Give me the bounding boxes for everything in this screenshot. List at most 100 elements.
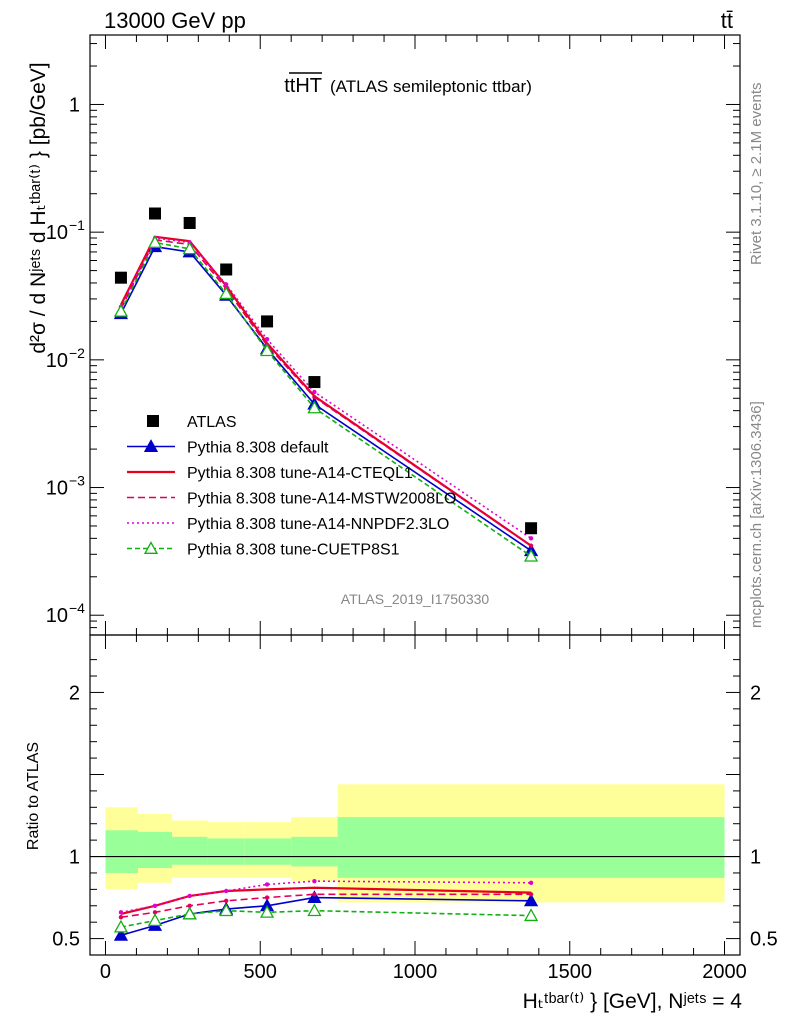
ratio-y-tick-label-0: 0.5 [52, 929, 80, 951]
band-inner-0 [105, 830, 138, 873]
legend-item-a14cteq: Pythia 8.308 tune-A14-CTEQL1 [127, 465, 413, 482]
ratio-point-default-0 [113, 927, 129, 941]
band-inner-4 [244, 838, 292, 865]
main-point-a14mstw-5 [312, 394, 317, 400]
ratio-line-cuetp8s1 [120, 909, 532, 928]
side-label-top: Rivet 3.1.10, ≥ 2.1M events [748, 83, 765, 266]
ratio-point-cuetp8s1-5 [307, 903, 322, 917]
y-tick-label-3: 10 [46, 478, 68, 500]
band-inner-6 [337, 817, 725, 878]
ratio-point-a14nnpdf-0 [118, 910, 124, 915]
ratio-point-a14nnpdf-5 [312, 878, 317, 884]
legend-marker-default [143, 439, 159, 452]
legend-item-a14nnpdf: Pythia 8.308 tune-A14-NNPDF2.3LO [127, 516, 449, 533]
y-tick-exp-2: −2 [69, 345, 85, 361]
legend-item-a14mstw: Pythia 8.308 tune-A14-MSTW2008LO [127, 491, 456, 508]
x-axis-label: Hₜᵗᵇᵃʳ⁽ᵗ⁾ } [GeV], Nʲᵉᵗˢ = 4 [523, 990, 743, 1013]
plot-title-sub: (ATLAS semileptonic ttbar) [330, 77, 532, 96]
ratio-y-tick-label-right-1: 1 [750, 847, 761, 869]
y-axis-label-ratio: Ratio to ATLAS [25, 742, 42, 850]
legend-label-cuetp8s1: Pythia 8.308 tune-CUETP8S1 [187, 542, 400, 559]
legend: ATLAS Pythia 8.308 default Pythia 8.308 tu… [127, 414, 456, 559]
main-point-cuetp8s1-3 [219, 286, 234, 300]
ratio-point-a14mstw-2 [187, 903, 192, 908]
main-point-cuetp8s1-2 [182, 241, 197, 255]
data-point-2 [183, 216, 196, 229]
legend-marker-data [147, 415, 159, 427]
main-point-a14mstw-6 [528, 543, 534, 548]
ratio-y-tick-label-2: 2 [69, 682, 80, 704]
ratio-point-cuetp8s1-2 [182, 906, 197, 920]
legend-label-default: Pythia 8.308 default [187, 440, 329, 457]
main-point-a14nnpdf-6 [528, 536, 534, 541]
main-point-a14nnpdf-3 [223, 282, 229, 287]
legend-label-a14cteq: Pythia 8.308 tune-A14-CTEQL1 [187, 465, 413, 482]
data-point-5 [308, 376, 321, 389]
watermark: ATLAS_2019_I1750330 [341, 591, 490, 607]
x-tick-label-3: 1500 [548, 961, 593, 983]
band-inner-3 [207, 838, 245, 865]
data-point-1 [149, 207, 161, 220]
ratio-point-default-5 [307, 890, 322, 904]
y-axis-label-main: d²σ / d Nʲᵉᵗˢ d Hₜᵗᵇᵃʳ⁽ᵗ⁾ } [pb/GeV] [27, 62, 50, 353]
main-point-cuetp8s1-0 [113, 303, 129, 317]
ratio-point-a14mstw-5 [312, 892, 317, 897]
ratio-line-default [120, 896, 532, 937]
main-point-cuetp8s1-5 [307, 400, 322, 414]
plot-title-main: ttHT [284, 75, 322, 97]
ratio-point-default-6 [523, 893, 539, 907]
ratio-point-cuetp8s1-1 [147, 913, 163, 926]
legend-label-a14mstw: Pythia 8.308 tune-A14-MSTW2008LO [187, 491, 456, 508]
ratio-point-a14nnpdf-4 [264, 882, 270, 887]
legend-item-data: ATLAS [147, 414, 237, 431]
data-point-0 [114, 271, 127, 284]
main-point-a14nnpdf-4 [264, 337, 270, 342]
ratio-point-a14mstw-3 [223, 898, 229, 904]
ratio-series-group [113, 878, 539, 941]
data-point-3 [220, 263, 233, 276]
header-right: tt̄ [721, 8, 733, 33]
main-point-a14nnpdf-5 [312, 389, 317, 395]
main-series-group [113, 207, 539, 562]
y-tick-label-2: 10 [46, 350, 68, 372]
ratio-point-a14nnpdf-6 [528, 880, 534, 885]
ratio-point-a14mstw-1 [152, 910, 158, 915]
main-point-cuetp8s1-4 [259, 343, 275, 357]
ratio-point-a14mstw-4 [264, 895, 270, 900]
legend-label-data: ATLAS [187, 414, 237, 431]
x-tick-label-0: 0 [100, 961, 111, 983]
y-tick-exp-3: −3 [69, 473, 85, 489]
x-tick-label-2: 1000 [393, 961, 438, 983]
legend-item-default: Pythia 8.308 default [127, 439, 329, 457]
ratio-point-a14nnpdf-2 [187, 893, 192, 899]
ratio-y-tick-label-right-2: 2 [750, 682, 761, 704]
main-point-cuetp8s1-1 [147, 235, 163, 248]
band-inner-5 [291, 836, 338, 867]
ratio-y-tick-label-1: 1 [69, 847, 80, 869]
band-inner-2 [172, 836, 208, 865]
data-point-6 [525, 522, 538, 535]
ratio-point-a14nnpdf-3 [223, 888, 229, 894]
data-point-4 [261, 315, 274, 328]
header-left: 13000 GeV pp [104, 8, 246, 33]
y-tick-label-4: 10 [46, 605, 68, 627]
main-point-cuetp8s1-6 [523, 548, 539, 562]
ratio-point-cuetp8s1-3 [219, 903, 234, 917]
y-tick-exp-4: −4 [69, 600, 85, 616]
side-label-bottom: mcplots.cern.ch [arXiv:1306.3436] [748, 401, 765, 628]
ratio-point-a14nnpdf-1 [152, 903, 158, 908]
ratio-point-cuetp8s1-6 [523, 908, 539, 922]
x-tick-label-4: 2000 [702, 961, 747, 983]
ratio-y-tick-label-right-0: 0.5 [750, 929, 778, 951]
legend-marker-cuetp8s1 [143, 541, 159, 554]
ratio-point-cuetp8s1-0 [113, 919, 129, 933]
ratio-point-a14mstw-0 [118, 915, 124, 920]
ratio-uncertainty-bands [90, 784, 740, 903]
y-tick-exp-1: −1 [69, 217, 85, 233]
band-inner-1 [137, 831, 173, 869]
ratio-point-cuetp8s1-4 [259, 904, 275, 918]
y-tick-label-0: 1 [69, 94, 80, 116]
legend-item-cuetp8s1: Pythia 8.308 tune-CUETP8S1 [127, 541, 400, 559]
